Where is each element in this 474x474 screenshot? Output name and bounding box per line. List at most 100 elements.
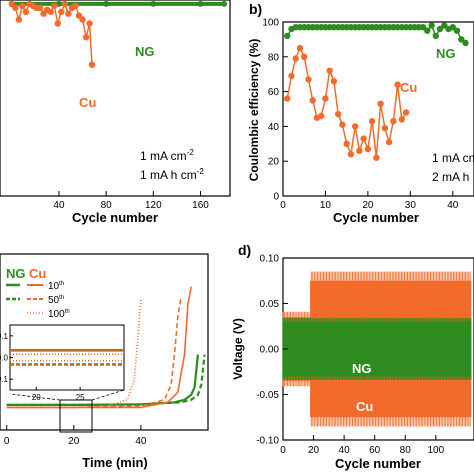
panel-a-cu-point: [65, 10, 72, 17]
panel-b-cu-point: [364, 145, 372, 153]
panel-a-cu-point: [15, 16, 23, 23]
panel-c-legend-cu-header: Cu: [29, 266, 46, 281]
panel-b-x-tick-label: 40: [447, 200, 459, 211]
panel-c-series-ng-50th-line: [6, 354, 206, 406]
panel-b-cu-point: [390, 118, 397, 125]
panel-a-cu-point: [82, 34, 90, 41]
panel-a-cu-point: [79, 16, 86, 23]
panel-d-y-tick-label: -0.10: [256, 436, 279, 447]
panel-c-legend-ng-header: NG: [6, 266, 26, 281]
panel-b-y-tick-label: 60: [268, 87, 280, 98]
panel-b-cu-point: [305, 76, 312, 83]
panel-b-cu-point: [309, 97, 316, 104]
panel-b-ng-point: [432, 32, 439, 40]
panel-d-x-label: Cycle number: [335, 456, 421, 471]
panel-b-cu-point: [292, 55, 299, 62]
panel-b-cu-point: [368, 118, 376, 125]
legend-100-label: 100th: [48, 309, 70, 320]
panel-a-ng-point: [103, 0, 110, 7]
panel-b-x-tick-label: 10: [320, 200, 332, 211]
inset-y-tick-label: -0.1: [0, 375, 9, 384]
panel-b-cu-point: [339, 121, 346, 128]
panel-b-letter: b): [249, 1, 262, 17]
panel-b-ng-label: NG: [436, 46, 456, 61]
panel-c-series-ng-10th-line: [6, 354, 199, 406]
panel-a-ng-label: NG: [135, 44, 155, 59]
panel-c-frame: [0, 253, 209, 431]
panel-b-cu-point: [398, 116, 405, 123]
panel-c-x-tick-label: 20: [68, 436, 80, 447]
panel-a-ng-point: [150, 0, 157, 7]
panel-b-y-label: Coulombic efficiency (%): [247, 39, 261, 182]
panel-b-ng-point: [453, 27, 461, 34]
panel-b-ng-point: [462, 39, 469, 47]
panel-a-cu-point: [19, 2, 26, 10]
panel-a-x-tick-label: 120: [145, 200, 162, 211]
panel-d-y-tick-label: 0.00: [260, 345, 280, 356]
panel-b-cu-point: [322, 95, 329, 102]
panel-d: d) NG Cu 0 20 40 60 80 100 -0.10 -0.05 0.00 0.05 0…: [231, 242, 474, 471]
panel-a-annotation-2: 1 mA h cm-2: [140, 167, 204, 182]
panel-b-cu-point: [373, 154, 380, 161]
panel-b-cu-point: [381, 124, 389, 132]
panel-b-cu-point: [402, 109, 410, 116]
panel-b-y-tick-label: 20: [268, 157, 280, 168]
panel-c-x-label: Time (min): [82, 455, 148, 470]
panel-b-cu-point: [288, 72, 295, 80]
panel-a-cu-point: [36, 4, 44, 11]
panel-a-cu-point: [47, 8, 54, 15]
panel-c-zoom-line-right: [91, 389, 125, 401]
panel-b-cu-point: [335, 111, 342, 118]
panel-b-cu-point: [356, 147, 363, 154]
panel-a-frame: [0, 0, 231, 197]
panel-b-x-tick-label: 30: [405, 200, 417, 211]
panel-b-y-tick-label: 100: [262, 18, 279, 29]
panel-c-inset: -0.1 0.0 0.1 20 25: [0, 324, 125, 402]
panel-b-x-tick-label: 20: [362, 200, 374, 211]
panel-a-ng-point: [56, 0, 62, 7]
panel-a-cu-point: [54, 20, 61, 27]
panel-b-cu-point: [326, 67, 333, 74]
panel-b-cu-point: [301, 53, 308, 60]
panel-d-series-ng-trace: [282, 318, 472, 380]
panel-a-cu-point: [51, 2, 58, 10]
panel-d-x-tick-label: 20: [308, 445, 320, 456]
panel-a-cu-point: [72, 2, 79, 10]
panel-a-cu-point: [61, 0, 69, 8]
panel-a-cu-label: Cu: [79, 95, 96, 110]
panel-a-x-tick-label: 80: [101, 200, 113, 211]
panel-d-x-tick-label: 0: [280, 445, 286, 456]
panel-b-cu-point: [385, 138, 393, 146]
panel-a-cu-point: [86, 20, 93, 27]
panel-b-cu-label: Cu: [400, 80, 417, 95]
panel-c-x-tick-label: 40: [135, 436, 147, 447]
panel-d-ng-label: NG: [352, 361, 372, 376]
panel-a-cu-point: [88, 61, 96, 68]
panel-d-y-tick-label: 0.05: [260, 299, 280, 310]
panel-a-ng-point: [221, 0, 228, 7]
panel-b-y-tick-label: 0: [273, 192, 279, 203]
panel-b-cu-point: [296, 44, 304, 52]
panel-a-cu-point: [58, 8, 65, 15]
panel-b-annotation-1: 1 mA cm: [432, 151, 474, 165]
inset-x-tick-label: 20: [32, 393, 41, 402]
panel-a-annotation-1: 1 mA cm-2: [140, 148, 194, 163]
panel-b-annotation-2: 2 mA h: [432, 170, 469, 184]
panel-b-ng-point: [284, 32, 291, 40]
panel-b-ng-point: [441, 22, 448, 29]
panel-c-series-cu-50th-line: [6, 296, 182, 409]
panel-b-ng-point: [449, 24, 456, 31]
panel-d-y-label: Voltage (V): [231, 318, 245, 380]
panel-b-cu-point: [352, 123, 359, 130]
panel-c-zoom-line-left: [9, 393, 61, 401]
panel-d-x-tick-label: 100: [427, 445, 444, 456]
legend-50-label: 50th: [48, 295, 64, 306]
panel-b-x-label: Cycle number: [333, 210, 419, 225]
panel-a-cu-point: [12, 4, 19, 11]
panel-d-x-tick-label: 40: [339, 445, 351, 456]
panel-a-ng-point: [197, 0, 204, 7]
panel-b-ng-point: [428, 22, 435, 29]
panel-b-cu-point: [318, 112, 325, 120]
panel-b-frame: [282, 21, 474, 197]
